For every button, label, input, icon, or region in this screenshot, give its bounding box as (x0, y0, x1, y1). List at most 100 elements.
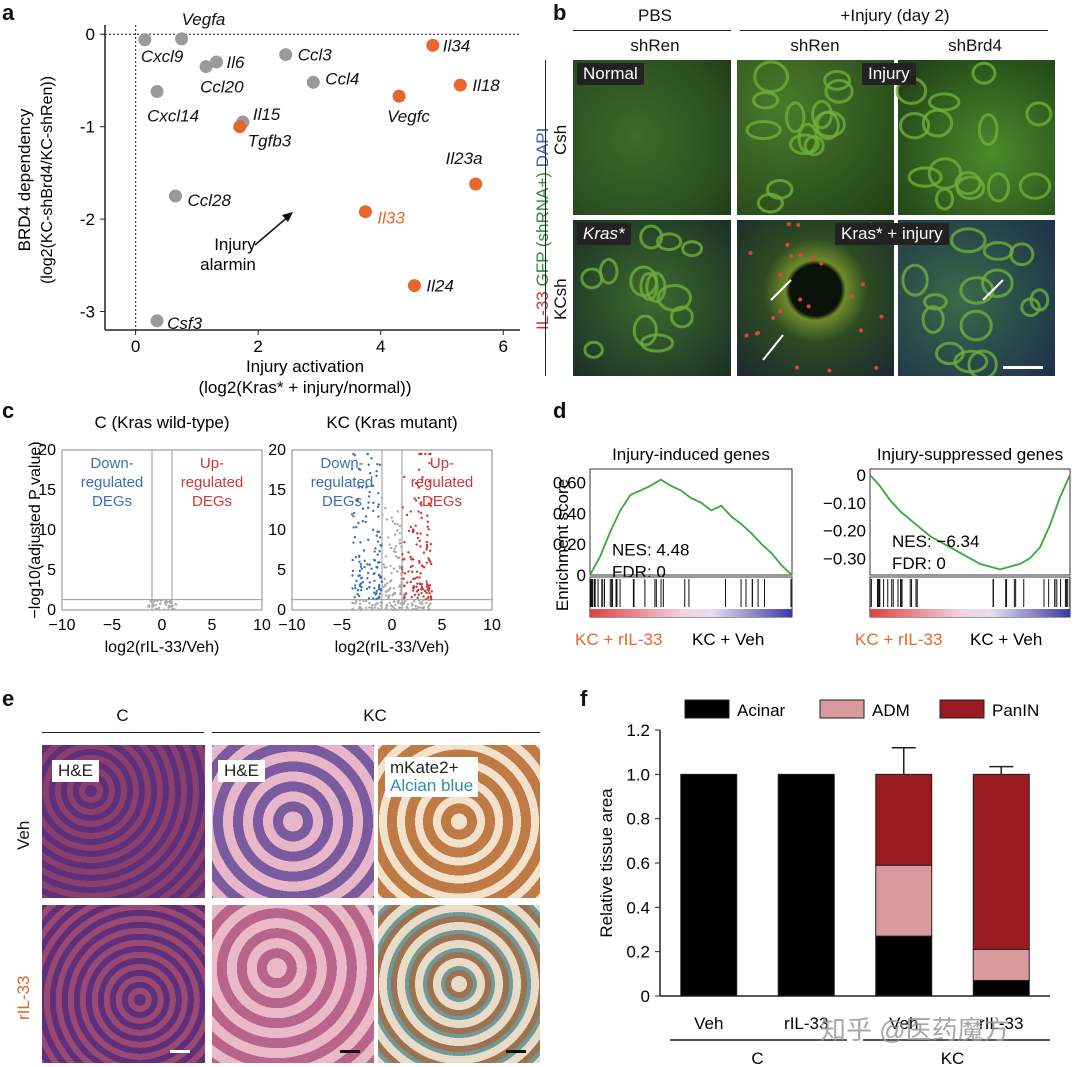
e-rule-c (42, 732, 204, 733)
c-gene-point (427, 596, 430, 599)
d-ytick-label: 0 (577, 566, 586, 585)
b-acinus-1 (907, 166, 943, 188)
b-il33-dot (806, 304, 811, 309)
c-gene-point (415, 585, 418, 588)
e-image-kc-ril33-mkate (378, 905, 540, 1063)
c-gene-point (422, 606, 425, 609)
c-gene-point (351, 608, 355, 611)
c-gene-point (377, 503, 381, 506)
c-gene-point (424, 598, 428, 601)
d-title-1: Injury-suppressed genes (877, 445, 1063, 464)
b-col-group-pbs: PBS (637, 6, 673, 25)
b-acinus-2 (598, 258, 619, 285)
c-xtick-label: 5 (438, 617, 447, 634)
c-gene-point (393, 547, 396, 550)
c-gene-point (366, 563, 369, 566)
a-annotation-line2: alarmin (200, 255, 256, 274)
c-gene-point (364, 599, 368, 603)
c-gene-point (350, 513, 354, 516)
c-gene-point (380, 580, 383, 583)
c-gene-point (416, 596, 419, 600)
e-scale-bar-3 (506, 1050, 526, 1053)
c-gene-point (357, 574, 360, 578)
c-gene-point (378, 592, 382, 595)
c-gene-point (368, 606, 371, 609)
c-gene-point (373, 550, 376, 553)
b-acinus-0 (753, 60, 790, 94)
c-gene-point (412, 577, 415, 581)
c-gene-point (159, 599, 163, 602)
c-gene-point (403, 572, 407, 575)
f-ylabel: Relative tissue area (597, 788, 616, 938)
c-gene-point (410, 608, 413, 612)
b-acinus-1 (1025, 101, 1053, 127)
c-gene-point (411, 589, 415, 592)
b-il33-dot (874, 365, 879, 370)
b-acinus-1 (955, 175, 986, 201)
c-gene-point (416, 576, 419, 579)
c-gene-point (429, 452, 432, 456)
c-gene-point (385, 566, 388, 569)
c-gene-point (412, 585, 416, 588)
f-bar-adm-2 (875, 864, 933, 937)
b-acinus-3 (950, 227, 987, 254)
b-acinus-0 (811, 99, 833, 130)
c-gene-point (379, 601, 382, 604)
c-gene-point (398, 538, 401, 542)
a-point-label-vegfa: Vegfa (182, 10, 226, 29)
c-up-label: Up- (200, 455, 224, 472)
c-gene-point (403, 540, 406, 544)
c-gene-point (400, 568, 404, 571)
c-gene-point (396, 529, 399, 532)
c-gene-point (400, 606, 404, 609)
d-nes-0: NES: 4.48 (612, 540, 690, 559)
c-gene-point (375, 474, 378, 478)
c-gene-point (396, 570, 399, 573)
c-down-label: Down- (320, 455, 363, 472)
c-gene-point (426, 525, 429, 528)
c-gene-point (406, 607, 409, 610)
c-gene-point (382, 585, 385, 589)
panel-label-d: d (553, 398, 567, 423)
c-gene-point (419, 606, 422, 609)
c-gene-point (407, 551, 410, 554)
c-gene-point (149, 600, 152, 603)
c-gene-point (373, 606, 377, 609)
b-il33-dot (849, 294, 854, 299)
c-gene-point (411, 604, 414, 607)
c-gene-point (416, 607, 419, 611)
c-gene-point (407, 529, 411, 533)
c-gene-point (354, 586, 357, 590)
c-gene-point (360, 567, 364, 570)
c-gene-point (394, 603, 397, 607)
c-gene-point (398, 524, 402, 528)
f-bar-acinar-3 (972, 979, 1030, 997)
c-gene-point (383, 566, 386, 569)
c-gene-point (352, 515, 355, 518)
c-gene-point (371, 597, 375, 600)
c-gene-point (425, 561, 429, 564)
c-gene-point (378, 463, 382, 467)
a-point-label-il23a: Il23a (446, 149, 483, 168)
b-acinus-3 (934, 341, 965, 366)
c-gene-point (420, 504, 423, 507)
e-tag-mkate: mKate2+ Alcian blue (385, 757, 479, 797)
c-xtick-label: 10 (483, 617, 501, 634)
c-ytick-label: 0 (47, 602, 56, 619)
c-gene-point (399, 602, 402, 605)
c-gene-point (400, 582, 404, 585)
c-gene-point (425, 548, 428, 551)
c-gene-point (428, 462, 431, 465)
c-gene-point (367, 495, 371, 498)
c-gene-point (398, 585, 401, 588)
c-ylabel: −log10(adjusted P value) (27, 441, 44, 618)
a-point-label-ccl3: Ccl3 (298, 46, 333, 65)
c-gene-point (173, 608, 177, 611)
c-gene-point (399, 577, 403, 581)
c-gene-point (380, 542, 384, 546)
a-xtick-label: 6 (499, 337, 508, 356)
c-gene-point (388, 588, 391, 591)
b-acinus-0 (752, 91, 780, 110)
c-gene-point (355, 579, 358, 583)
f-bar-acinar-1 (777, 773, 835, 997)
